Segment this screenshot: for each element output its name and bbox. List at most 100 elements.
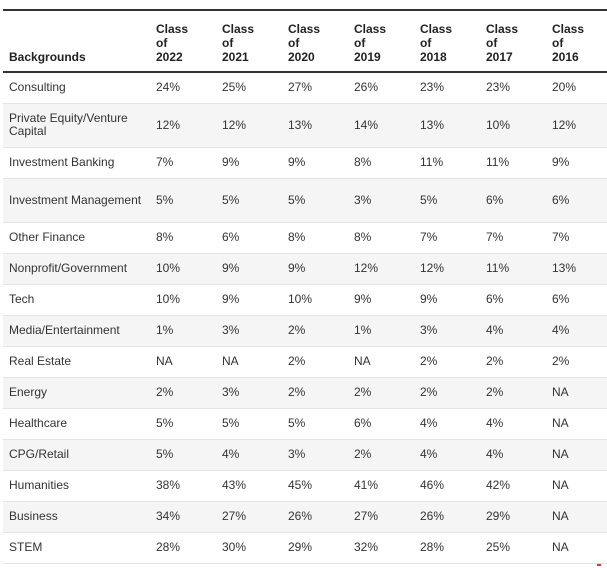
- row-label-business: Business: [3, 501, 150, 533]
- header-class-2021: Class of 2021: [216, 9, 282, 73]
- header-line: Class: [222, 22, 255, 36]
- table-row: Energy 2% 3% 2% 2% 2% 2% NA: [3, 377, 607, 409]
- table-cell: 3%: [282, 439, 348, 471]
- table-row: Other Finance 8% 6% 8% 8% 7% 7% 7%: [3, 222, 607, 254]
- row-label-tech: Tech: [3, 284, 150, 316]
- table-cell: 2%: [414, 377, 480, 409]
- table-cell: 27%: [282, 72, 348, 104]
- row-label-nonprofit-government: Nonprofit/Government: [3, 253, 150, 285]
- table-cell: 5%: [150, 178, 216, 223]
- table-cell: 6%: [480, 284, 546, 316]
- table-cell: 4%: [414, 408, 480, 440]
- table-cell: 34%: [150, 501, 216, 533]
- table-cell: 25%: [480, 532, 546, 564]
- table-cell: 23%: [414, 72, 480, 104]
- header-line: 2018: [420, 50, 447, 64]
- table-cell: NA: [546, 408, 607, 440]
- header-line: 2017: [486, 50, 513, 64]
- table-cell: 6%: [480, 178, 546, 223]
- header-line: of: [552, 36, 564, 50]
- table-row: CPG/Retail 5% 4% 3% 2% 4% 4% NA: [3, 439, 607, 471]
- table-cell: 2%: [480, 377, 546, 409]
- table-cell: 3%: [216, 315, 282, 347]
- table-cell: 6%: [546, 284, 607, 316]
- table-row: Tech 10% 9% 10% 9% 9% 6% 6%: [3, 284, 607, 316]
- table-cell: 8%: [348, 222, 414, 254]
- table-cell: 9%: [414, 284, 480, 316]
- table-cell: 3%: [348, 178, 414, 223]
- table-cell: 10%: [150, 284, 216, 316]
- backgrounds-table: Backgrounds Class of 2022 Class of 2021 Clas…: [3, 9, 607, 564]
- table-cell: 26%: [414, 501, 480, 533]
- table-cell: 14%: [348, 103, 414, 148]
- row-label-humanities: Humanities: [3, 470, 150, 502]
- header-class-2019: Class of 2019: [348, 9, 414, 73]
- table-cell: 27%: [216, 501, 282, 533]
- row-label-private-equity: Private Equity/Venture Capital: [3, 103, 150, 148]
- table-cell: 8%: [282, 222, 348, 254]
- header-line: of: [486, 36, 498, 50]
- table-header-row: Backgrounds Class of 2022 Class of 2021 Clas…: [3, 9, 607, 73]
- table-cell: 10%: [480, 103, 546, 148]
- table-cell: 13%: [282, 103, 348, 148]
- header-line: Class: [354, 22, 387, 36]
- table-cell: 2%: [546, 346, 607, 378]
- table-row: Nonprofit/Government 10% 9% 9% 12% 12% 1…: [3, 253, 607, 285]
- row-label-consulting: Consulting: [3, 72, 150, 104]
- table-cell: 4%: [216, 439, 282, 471]
- row-label-cpg-retail: CPG/Retail: [3, 439, 150, 471]
- table-cell: 2%: [282, 377, 348, 409]
- table-cell: 3%: [216, 377, 282, 409]
- table-cell: 28%: [414, 532, 480, 564]
- table-cell: 9%: [282, 147, 348, 179]
- row-label-other-finance: Other Finance: [3, 222, 150, 254]
- header-line: 2022: [156, 50, 183, 64]
- table-row: Real Estate NA NA 2% NA 2% 2% 2%: [3, 346, 607, 378]
- table-cell: 2%: [150, 377, 216, 409]
- table-cell: 1%: [150, 315, 216, 347]
- table-cell: 5%: [150, 439, 216, 471]
- header-line: of: [222, 36, 234, 50]
- table-cell: 2%: [282, 346, 348, 378]
- table-cell: 4%: [480, 408, 546, 440]
- table-cell: 5%: [282, 408, 348, 440]
- header-class-2018: Class of 2018: [414, 9, 480, 73]
- table-row: Private Equity/Venture Capital 12% 12% 1…: [3, 103, 607, 148]
- table-cell: NA: [150, 346, 216, 378]
- table-cell: 9%: [348, 284, 414, 316]
- header-line: Class: [552, 22, 585, 36]
- table-cell: 41%: [348, 470, 414, 502]
- table-cell: 24%: [150, 72, 216, 104]
- header-class-2017: Class of 2017: [480, 9, 546, 73]
- header-line: of: [288, 36, 300, 50]
- row-label-investment-banking: Investment Banking: [3, 147, 150, 179]
- header-class-2022: Class of 2022: [150, 9, 216, 73]
- header-line: 2020: [288, 50, 315, 64]
- table-cell: 5%: [216, 408, 282, 440]
- table-cell: 11%: [480, 147, 546, 179]
- table-cell: 12%: [216, 103, 282, 148]
- table-cell: 7%: [480, 222, 546, 254]
- header-line: of: [420, 36, 432, 50]
- table-row: Consulting 24% 25% 27% 26% 23% 23% 20%: [3, 72, 607, 104]
- table-cell: NA: [546, 501, 607, 533]
- table-cell: 46%: [414, 470, 480, 502]
- table-cell: 12%: [150, 103, 216, 148]
- table-cell: 11%: [414, 147, 480, 179]
- header-line: of: [354, 36, 366, 50]
- table-cell: NA: [216, 346, 282, 378]
- table-cell: 20%: [546, 72, 607, 104]
- table-cell: NA: [546, 532, 607, 564]
- table-row: Humanities 38% 43% 45% 41% 46% 42% NA: [3, 470, 607, 502]
- row-label-media-entertainment: Media/Entertainment: [3, 315, 150, 347]
- table-cell: 32%: [348, 532, 414, 564]
- table-cell: 13%: [546, 253, 607, 285]
- row-label-stem: STEM: [3, 532, 150, 564]
- table-cell: 2%: [480, 346, 546, 378]
- table-row: Healthcare 5% 5% 5% 6% 4% 4% NA: [3, 408, 607, 440]
- table-cell: NA: [348, 346, 414, 378]
- table-cell: 30%: [216, 532, 282, 564]
- table-cell: 27%: [348, 501, 414, 533]
- table-cell: 4%: [546, 315, 607, 347]
- header-backgrounds: Backgrounds: [3, 9, 150, 73]
